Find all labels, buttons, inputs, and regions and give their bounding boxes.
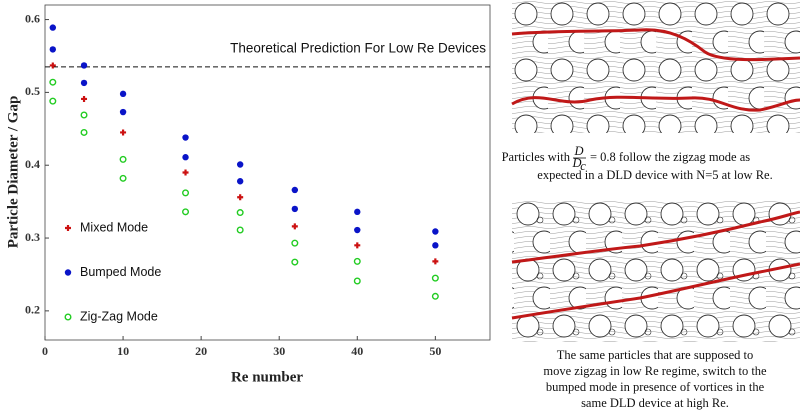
point <box>431 274 439 282</box>
point <box>236 209 244 217</box>
caption-text: = 0.8 follow the zigzag mode as <box>590 150 750 164</box>
legend-label: Mixed Mode <box>80 220 148 234</box>
legend-marker <box>64 269 72 276</box>
point <box>49 62 56 69</box>
caption-text: expected in a DLD device with N=5 at low… <box>537 168 772 182</box>
legend-label: Zig-Zag Mode <box>80 309 158 323</box>
fraction-denominator: D <box>571 156 581 170</box>
point <box>119 90 127 98</box>
point <box>182 208 190 216</box>
point <box>353 257 361 265</box>
point <box>119 155 127 163</box>
point <box>49 46 57 53</box>
point <box>236 178 244 185</box>
point <box>291 205 299 213</box>
y-tick-label: 0.2 <box>25 303 40 317</box>
point <box>291 186 299 194</box>
plot-frame <box>44 4 491 341</box>
point <box>237 194 244 201</box>
particle-path <box>511 262 800 320</box>
point <box>119 174 127 182</box>
particle-path <box>511 28 800 62</box>
x-tick-label: 40 <box>351 344 363 358</box>
x-tick-label: 30 <box>273 344 285 358</box>
caption-text: Particles with <box>502 150 571 164</box>
point <box>431 292 439 300</box>
point <box>432 242 439 249</box>
x-tick-label: 0 <box>42 344 48 358</box>
reference-label: Theoretical Prediction For Low Re Device… <box>230 40 486 55</box>
point <box>291 239 299 247</box>
point <box>182 154 189 161</box>
point <box>80 62 88 69</box>
particle-path <box>511 210 800 264</box>
point <box>119 108 127 116</box>
legend-label: Bumped Mode <box>80 265 161 279</box>
caption-text: same DLD device at high Re. <box>581 396 729 410</box>
fraction-numerator: D <box>573 144 583 158</box>
caption-text: move zigzag in low Re regime, switch to … <box>543 364 767 378</box>
point <box>81 95 88 102</box>
x-tick-label: 20 <box>195 344 207 358</box>
point <box>354 208 361 216</box>
point <box>353 277 361 285</box>
particle-path <box>511 95 800 112</box>
point <box>182 134 189 141</box>
point <box>49 97 57 105</box>
point <box>432 258 439 265</box>
point <box>236 161 244 168</box>
point <box>291 223 298 230</box>
point <box>80 111 88 119</box>
y-tick-label: 0.6 <box>25 11 40 25</box>
caption-text: bumped mode in presence of vortices in t… <box>546 380 765 394</box>
y-axis-label: Particle Diameter / Gap <box>5 96 21 249</box>
x-tick-label: 50 <box>429 344 441 358</box>
point <box>80 79 88 87</box>
point <box>182 189 190 197</box>
pillars <box>512 0 800 133</box>
figure-top <box>511 0 800 133</box>
y-tick-label: 0.3 <box>25 230 40 244</box>
point <box>354 226 361 234</box>
point <box>291 258 299 266</box>
point <box>182 169 189 176</box>
point <box>49 24 57 31</box>
caption-bottom: The same particles that are supposed to … <box>543 348 767 410</box>
legend-marker <box>64 313 72 321</box>
caption-top: Particles with D D c = 0.8 follow the zi… <box>502 144 773 182</box>
point <box>49 78 57 86</box>
point <box>80 128 88 136</box>
y-tick-label: 0.5 <box>25 84 40 98</box>
point <box>432 228 439 235</box>
figure-bottom <box>511 200 800 342</box>
x-axis-label: Re number <box>231 369 303 385</box>
caption-text: The same particles that are supposed to <box>557 348 753 362</box>
point <box>120 129 127 136</box>
point <box>236 226 244 234</box>
fraction-subscript: c <box>580 159 586 173</box>
y-tick-label: 0.4 <box>25 157 40 171</box>
x-tick-label: 10 <box>117 344 129 358</box>
point <box>354 242 361 249</box>
legend-marker <box>65 225 71 231</box>
chart: Particle Diameter / Gap Re number 0 10 20 3… <box>5 4 491 385</box>
